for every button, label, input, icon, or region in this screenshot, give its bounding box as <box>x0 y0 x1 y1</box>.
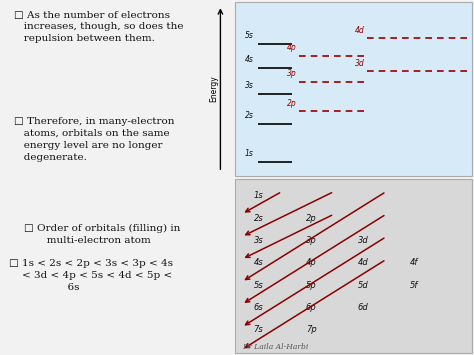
Text: Energy: Energy <box>210 75 219 102</box>
Text: 4p: 4p <box>306 258 317 267</box>
Text: 4f: 4f <box>410 258 419 267</box>
Text: 6s: 6s <box>254 303 264 312</box>
Text: 2p: 2p <box>306 214 317 223</box>
Text: 3s: 3s <box>254 236 264 245</box>
Text: 7s: 7s <box>254 325 264 334</box>
Text: 2p: 2p <box>286 99 296 108</box>
Text: 4d: 4d <box>355 26 365 35</box>
Text: 4p: 4p <box>286 43 296 52</box>
Text: □ Order of orbitals (filling) in
       multi-electron atom: □ Order of orbitals (filling) in multi-e… <box>24 224 180 245</box>
Text: 3p: 3p <box>306 236 317 245</box>
Text: 4s: 4s <box>254 258 264 267</box>
Text: □ Therefore, in many-electron
   atoms, orbitals on the same
   energy level are: □ Therefore, in many-electron atoms, orb… <box>14 117 175 162</box>
Text: 5p: 5p <box>306 280 317 290</box>
Text: 6p: 6p <box>306 303 317 312</box>
Text: Dr Laila Al-Harbi: Dr Laila Al-Harbi <box>242 343 308 351</box>
Text: 7p: 7p <box>306 325 317 334</box>
Text: 6d: 6d <box>358 303 369 312</box>
Text: 5f: 5f <box>410 280 419 290</box>
Text: 1s: 1s <box>254 191 264 201</box>
Text: 3p: 3p <box>286 69 296 78</box>
Text: 2s: 2s <box>245 111 254 120</box>
Text: 3d: 3d <box>355 59 365 68</box>
Text: 5s: 5s <box>254 280 264 290</box>
Text: 4s: 4s <box>245 55 254 64</box>
Text: □ As the number of electrons
   increases, though, so does the
   repulsion betw: □ As the number of electrons increases, … <box>14 11 184 43</box>
Text: □ 1s < 2s < 2p < 3s < 3p < 4s
    < 3d < 4p < 5s < 4d < 5p <
                  6: □ 1s < 2s < 2p < 3s < 3p < 4s < 3d < 4p … <box>9 259 173 292</box>
Text: 4d: 4d <box>358 258 369 267</box>
Bar <box>235 2 472 176</box>
Text: 3d: 3d <box>358 236 369 245</box>
Text: 1s: 1s <box>245 149 254 158</box>
Bar <box>235 179 472 353</box>
Text: 5d: 5d <box>358 280 369 290</box>
Text: 2s: 2s <box>254 214 264 223</box>
Text: 3s: 3s <box>245 82 254 91</box>
Text: 5s: 5s <box>245 31 254 40</box>
